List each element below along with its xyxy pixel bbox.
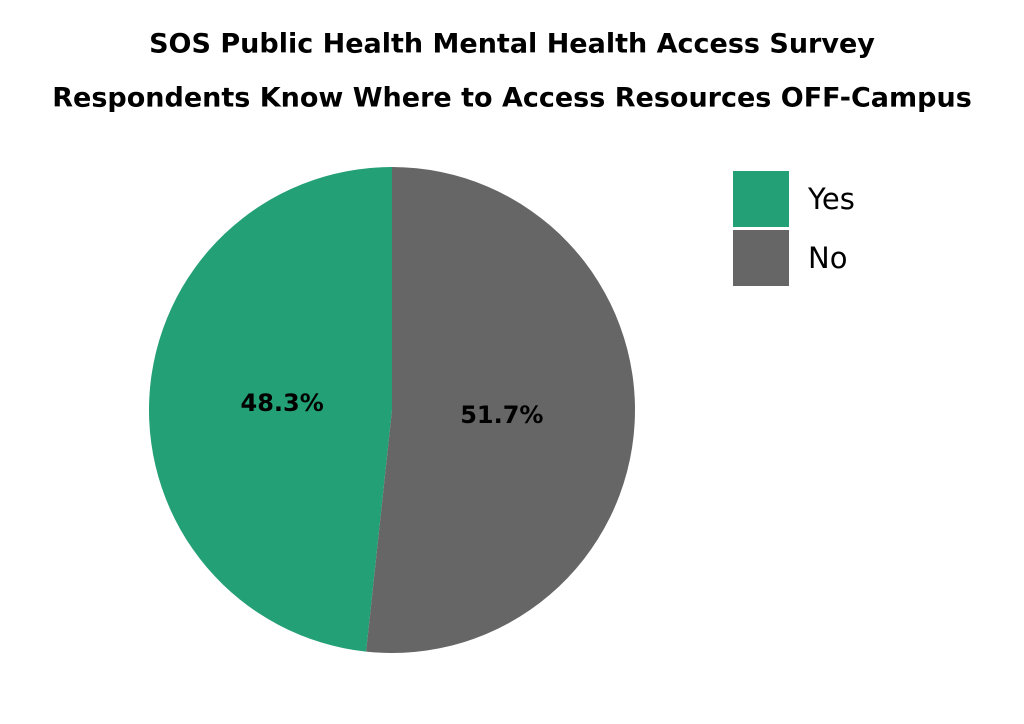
legend-label: No	[808, 241, 847, 275]
chart-title: SOS Public Health Mental Health Access S…	[149, 29, 875, 60]
legend-label: Yes	[807, 182, 855, 216]
value-label: 48.3%	[241, 389, 324, 417]
chart-title: Respondents Know Where to Access Resourc…	[52, 83, 972, 114]
legend-swatch	[733, 230, 789, 286]
value-label: 51.7%	[460, 401, 543, 429]
pie-slice	[366, 167, 635, 653]
legend-swatch	[733, 171, 789, 227]
pie-slice	[148, 167, 392, 652]
